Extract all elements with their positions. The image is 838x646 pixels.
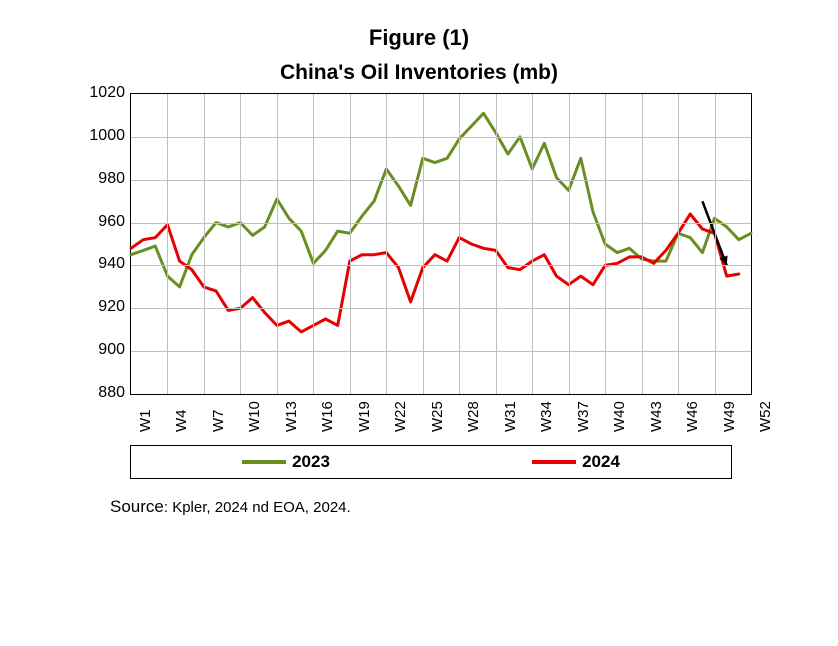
ytick-label: 1000: [80, 127, 125, 145]
gridline-h: [131, 223, 751, 224]
gridline-h: [131, 265, 751, 266]
gridline-v: [240, 94, 241, 394]
chart-lines-svg: [131, 94, 751, 394]
legend-label-2024: 2024: [582, 452, 620, 472]
gridline-v: [459, 94, 460, 394]
legend-swatch-2024: [532, 460, 576, 464]
xtick-label: W7: [210, 410, 227, 433]
xtick-label: W31: [502, 401, 519, 432]
gridline-v: [277, 94, 278, 394]
figure-label: Figure (1): [0, 25, 838, 51]
xtick-label: W13: [283, 401, 300, 432]
gridline-h: [131, 308, 751, 309]
xtick-label: W25: [429, 401, 446, 432]
gridline-v: [642, 94, 643, 394]
xtick-label: W37: [575, 401, 592, 432]
source-line: Source: Kpler, 2024 nd EOA, 2024.: [110, 497, 838, 517]
legend-swatch-2023: [242, 460, 286, 464]
xtick-label: W40: [611, 401, 628, 432]
xtick-label: W49: [721, 401, 738, 432]
xtick-label: W28: [465, 401, 482, 432]
legend-item-2024: 2024: [532, 452, 620, 472]
gridline-v: [532, 94, 533, 394]
xtick-label: W1: [137, 410, 154, 433]
gridline-h: [131, 137, 751, 138]
legend: 2023 2024: [130, 445, 732, 479]
xtick-label: W34: [538, 401, 555, 432]
gridline-v: [569, 94, 570, 394]
gridline-v: [496, 94, 497, 394]
xtick-label: W43: [648, 401, 665, 432]
gridline-v: [423, 94, 424, 394]
xtick-label: W22: [392, 401, 409, 432]
series-line-2024: [131, 214, 739, 332]
gridline-h: [131, 180, 751, 181]
gridline-v: [605, 94, 606, 394]
ytick-label: 880: [80, 384, 125, 402]
xtick-label: W16: [319, 401, 336, 432]
gridline-v: [678, 94, 679, 394]
chart-title: China's Oil Inventories (mb): [0, 61, 838, 85]
gridline-v: [715, 94, 716, 394]
xtick-label: W52: [757, 401, 774, 432]
chart-area: W1W4W7W10W13W16W19W22W25W28W31W34W37W40W…: [90, 93, 750, 395]
plot-area: W1W4W7W10W13W16W19W22W25W28W31W34W37W40W…: [130, 93, 752, 395]
ytick-label: 960: [80, 213, 125, 231]
source-text: : Kpler, 2024 nd EOA, 2024.: [164, 499, 351, 516]
legend-item-2023: 2023: [242, 452, 330, 472]
gridline-h: [131, 351, 751, 352]
gridline-v: [167, 94, 168, 394]
ytick-label: 940: [80, 255, 125, 273]
ytick-label: 980: [80, 170, 125, 188]
xtick-label: W10: [246, 401, 263, 432]
xtick-label: W46: [684, 401, 701, 432]
xtick-label: W4: [173, 410, 190, 433]
ytick-label: 900: [80, 341, 125, 359]
gridline-v: [386, 94, 387, 394]
gridline-v: [204, 94, 205, 394]
gridline-v: [313, 94, 314, 394]
gridline-v: [350, 94, 351, 394]
source-prefix: Source: [110, 497, 164, 516]
xtick-label: W19: [356, 401, 373, 432]
ytick-label: 920: [80, 298, 125, 316]
legend-label-2023: 2023: [292, 452, 330, 472]
ytick-label: 1020: [80, 84, 125, 102]
